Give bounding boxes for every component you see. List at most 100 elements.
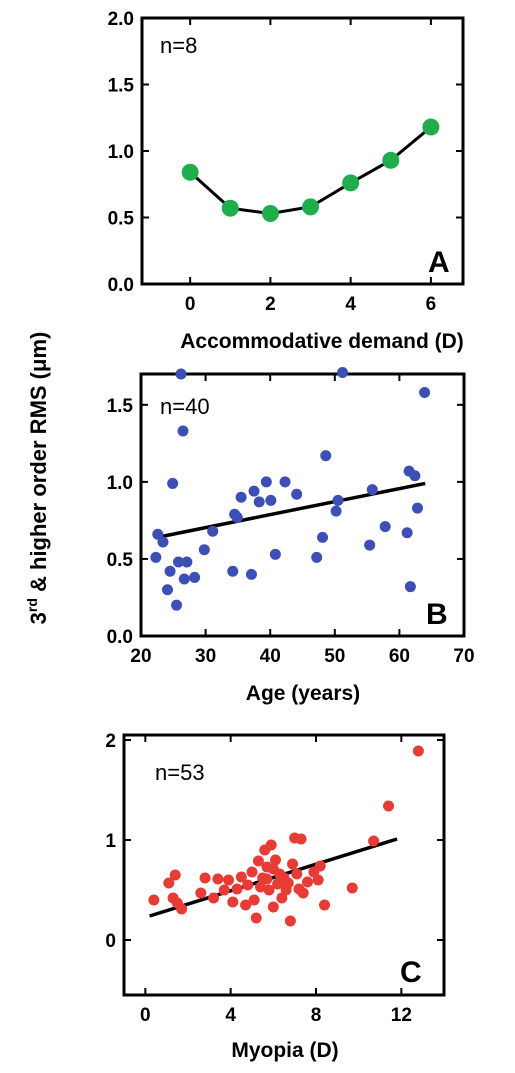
panel-b-marks [150,366,431,611]
panel-b-y-tick-label: 1.5 [107,396,134,417]
panel-c-fit-line [149,837,398,918]
panel-b-x-tick-label: 70 [453,646,474,667]
panel-b-data-point [171,599,183,611]
panel-a-y-tick-label: 0.5 [108,209,135,230]
panel-c-data-point [282,877,294,889]
panel-b-y-tick-label: 0.0 [107,627,133,648]
panel-c-data-point [287,858,299,870]
panel-c-data-point [231,883,243,895]
y-label-main: 3 [26,612,51,624]
panel-c-label: C [400,956,422,989]
panel-c-data-point [314,860,326,872]
panel-a-y-tick-label: 1.0 [108,142,134,163]
panel-a-label: A [428,246,450,279]
panel-a-ticks [142,17,463,285]
panel-b-data-point [364,539,376,551]
panel-a-data-point [342,174,360,192]
panel-b-x-tick-label: 60 [389,646,410,667]
panel-b-x-tick-label: 50 [324,646,345,667]
panel-b-data-point [419,386,431,398]
panel-b-data-point [175,368,187,380]
panel-c-data-point [252,855,264,867]
panel-c-data-point [246,866,258,878]
panel-b-data-point [260,476,272,488]
panel-a-x-tick-label: 6 [426,294,437,315]
panel-b-data-point [317,531,329,543]
panel-a-data-point [261,205,279,223]
panel-b-data-point [366,484,378,496]
panel-c-y-tick-label: 1 [105,831,116,852]
panel-b-data-point [337,366,349,378]
panel-b-data-point [279,476,291,488]
panel-c-data-point [169,869,181,881]
panel-c-data-point [227,896,239,908]
shared-y-axis-label: 3rd & higher order RMS (μm) [24,332,51,625]
panel-a-x-axis-label: Accommodative demand (D) [180,330,464,353]
panel-c-data-point [218,884,230,896]
panel-a-y-tick-label: 0.0 [108,275,134,296]
panel-b-label: B [426,598,448,631]
panel-b-data-point [245,568,257,580]
panel-b-data-point [404,581,416,593]
panel-b-data-point [178,573,190,585]
panel-c-data-point [195,887,207,899]
panel-c-data-point [163,877,175,889]
panel-a-x-tick-label: 4 [345,294,356,315]
panel-b-data-point [231,511,243,523]
panel-c-data-point [412,745,424,757]
panel-b-x-tick-label: 20 [130,646,151,667]
panel-c-y-tick-label: 2 [105,731,116,752]
panel-b-data-point [248,485,260,497]
panel-a-x-tick-label: 2 [265,294,276,315]
panel-a-y-tick-label: 1.5 [108,76,135,97]
panel-a-tick-labels: 0 2 4 6 0.0 0.5 1.0 1.5 2.0 [108,9,437,315]
panel-a-data-point [422,118,440,136]
panel-c-marks [148,745,424,927]
panel-c-data-point [312,874,324,886]
panel-b-x-axis-label: Age (years) [246,682,360,705]
panel-c-data-point [297,887,309,899]
panel-c-data-point [223,874,235,886]
panel-c-data-point [383,800,395,812]
panel-c-data-point [284,915,296,927]
panel-c-data-point [255,881,267,893]
panel-c-data-point [248,894,260,906]
panel-b-sample-size: n=40 [160,394,210,419]
panel-b-y-tick-label: 1.0 [107,473,133,494]
panel-c-data-point [267,901,279,913]
panel-a: 0 2 4 6 0.0 0.5 1.0 1.5 2.0 n=8 A Accommodative … [108,9,465,353]
panel-c-data-point [176,903,188,915]
panel-b-data-point [227,565,239,577]
panel-b-data-point [198,544,210,556]
panel-c-y-tick-label: 0 [105,931,116,952]
panel-c-data-point [240,899,252,911]
panel-c-ticks [124,735,444,995]
panel-b-data-point [164,565,176,577]
y-label-rest: & higher order RMS (μm) [26,332,51,598]
panel-a-x-tick-label: 0 [185,294,196,315]
panel-b-data-point [330,505,342,517]
panel-b-plot-frame [139,372,466,638]
panel-c-data-point [269,854,281,866]
panel-c-x-tick-label: 8 [311,1005,322,1026]
panel-b-data-point [320,450,332,462]
panel-b-data-point [181,556,193,568]
panel-c-x-tick-label: 0 [140,1005,151,1026]
panel-b-data-point [401,527,413,539]
panel-a-data-point [221,199,239,217]
panel-b-data-point [253,496,265,508]
panel-c-data-point [208,892,220,904]
panel-b-data-point [332,494,344,506]
panel-c-x-tick-label: 4 [225,1005,236,1026]
panel-b-tick-labels: 20 30 40 50 60 70 0.0 0.5 1.0 1.5 [107,396,475,667]
panel-b-data-point [150,551,162,563]
panel-b-y-tick-label: 0.5 [107,550,134,571]
panel-c-data-point [291,868,303,880]
panel-b-data-point [207,525,219,537]
panel-b-data-point [167,477,179,489]
panel-b-data-point [152,528,164,540]
panel-c-sample-size: n=53 [155,760,205,785]
panel-c-data-point [212,873,224,885]
panel-b: 20 30 40 50 60 70 0.0 0.5 1.0 1.5 n=40 B Age (yea… [107,366,475,705]
